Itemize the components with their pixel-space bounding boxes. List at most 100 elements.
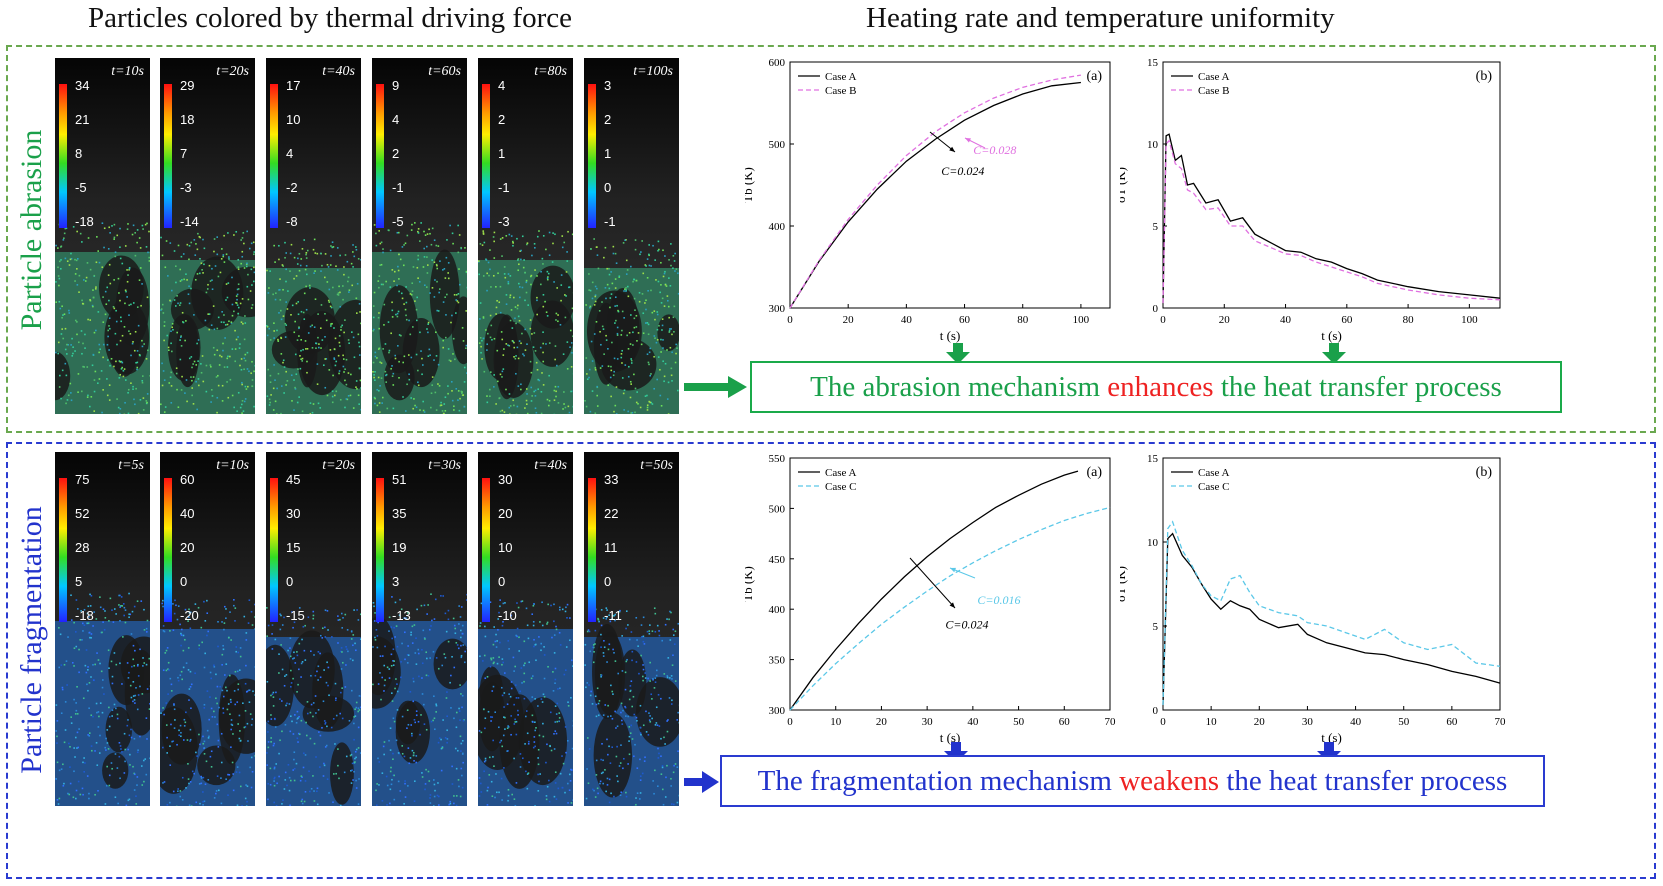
abrasion-conclusion-highlight: enhances [1107, 371, 1214, 403]
colorbar [376, 84, 384, 228]
y-tick-label: 300 [769, 705, 786, 717]
colorbar [482, 84, 490, 228]
colorbar-tick: 11 [604, 540, 618, 555]
colorbar-tick: 30 [498, 472, 513, 487]
particle-field [584, 607, 679, 806]
y-tick-label: 10 [1147, 537, 1159, 549]
colorbar-tick: -3 [498, 214, 510, 229]
time-label: t=20s [216, 64, 249, 79]
colorbar-tick: 4 [286, 146, 294, 161]
annotation-arrowhead [950, 567, 956, 573]
colorbar-tick: 40 [180, 506, 195, 521]
colorbar-tick: 45 [286, 472, 301, 487]
series-line [1162, 520, 1501, 706]
sim-panel: 4 2 1 -1 -3 t=80s [478, 58, 573, 414]
x-tick-label: 30 [1302, 716, 1314, 728]
x-tick-label: 40 [1350, 716, 1362, 728]
x-tick-label: 30 [922, 716, 934, 728]
x-axis-label: t (s) [1321, 328, 1342, 343]
colorbar [588, 84, 596, 228]
arrow-down-a1 [946, 343, 970, 364]
x-tick-label: 70 [1495, 716, 1507, 728]
series-line [789, 506, 1111, 711]
time-label: t=10s [111, 64, 144, 79]
colorbar-tick: 2 [392, 146, 400, 161]
annotation: C=0.016 [977, 593, 1020, 607]
legend-entry: Case A [825, 467, 857, 479]
colorbar [59, 84, 67, 228]
fragmentation-conclusion: The fragmentation mechanism weakens the … [720, 755, 1545, 807]
y-tick-label: 400 [769, 221, 786, 233]
colorbar [376, 478, 384, 622]
colorbar-tick: -1 [392, 180, 404, 195]
y-axis-label: Tb (K) [745, 167, 755, 203]
colorbar-tick: 30 [286, 506, 301, 521]
time-label: t=60s [428, 64, 461, 79]
x-tick-label: 100 [1073, 314, 1090, 326]
abrasion-conclusion-after: the heat transfer process [1213, 371, 1502, 403]
series-line [1162, 133, 1501, 304]
x-tick-label: 20 [876, 716, 888, 728]
colorbar-tick: 22 [604, 506, 619, 521]
colorbar-tick: 5 [75, 574, 83, 589]
y-tick-label: 500 [769, 503, 786, 515]
chart-fragmentation-uniformity: 0 10 20 30 40 50 60 70 0 5 10 15 t (s) σT (K) (b) Case … [1120, 453, 1507, 745]
colorbar [270, 84, 278, 228]
x-tick-label: 0 [787, 716, 793, 728]
fragmentation-conclusion-before: The fragmentation mechanism [757, 765, 1120, 797]
left-header: Particles colored by thermal driving for… [88, 2, 572, 34]
colorbar-tick: 3 [604, 78, 612, 93]
colorbar-tick: -1 [498, 180, 510, 195]
colorbar-tick: -8 [286, 214, 298, 229]
x-tick-label: 50 [1398, 716, 1410, 728]
y-tick-label: 5 [1153, 221, 1159, 233]
colorbar-tick: -13 [392, 608, 411, 623]
abrasion-conclusion: The abrasion mechanism enhances the heat… [750, 361, 1562, 413]
colorbar-tick: 52 [75, 506, 90, 521]
colorbar-tick: 20 [180, 540, 195, 555]
abrasion-section [6, 45, 1656, 433]
plot-frame [1162, 61, 1501, 309]
x-tick-label: 50 [1013, 716, 1025, 728]
sim-panel: 34 21 8 -5 -18 t=10s [55, 58, 150, 414]
legend-entry: Case A [1198, 71, 1230, 83]
colorbar [588, 478, 596, 622]
x-tick-label: 70 [1105, 716, 1117, 728]
colorbar-tick: -14 [180, 214, 199, 229]
colorbar [164, 84, 172, 228]
x-tick-label: 10 [1206, 716, 1218, 728]
x-tick-label: 40 [967, 716, 979, 728]
fragmentation-section [6, 442, 1656, 879]
y-tick-label: 15 [1147, 57, 1159, 69]
chart-fragmentation-temperature: 0 10 20 30 40 50 60 70 300 350 400 450 500 550 t (s) Tb… [745, 453, 1117, 745]
series-line [789, 81, 1081, 309]
chart-abrasion-uniformity: 0 20 40 60 80 100 0 5 10 15 t (s) σT (K) (b) Case A Ca… [1120, 57, 1501, 343]
y-tick-label: 400 [769, 604, 786, 616]
colorbar-tick: 20 [498, 506, 513, 521]
fragmentation-conclusion-after: the heat transfer process [1219, 765, 1508, 797]
panel-label: (a) [1086, 69, 1102, 84]
y-tick-label: 350 [769, 655, 786, 667]
colorbar-tick: 33 [604, 472, 619, 487]
sim-panel: 30 20 10 0 -10 t=40s [478, 452, 573, 806]
colorbar-tick: 9 [392, 78, 400, 93]
x-tick-label: 10 [830, 716, 842, 728]
y-axis-label: σT (K) [1120, 167, 1128, 203]
y-tick-label: 300 [769, 303, 786, 315]
annotation: C=0.024 [945, 617, 988, 631]
x-tick-label: 0 [1160, 716, 1166, 728]
series-line [789, 74, 1082, 309]
panel-label: (a) [1086, 465, 1102, 480]
y-axis-label: Tb (K) [745, 566, 755, 602]
arrow-down-b2 [1317, 742, 1341, 763]
series-line [1162, 532, 1501, 706]
series-line [789, 470, 1079, 711]
x-tick-label: 0 [1160, 314, 1166, 326]
x-tick-label: 20 [843, 314, 855, 326]
arrow-down-b1 [944, 742, 968, 763]
time-label: t=50s [640, 458, 673, 473]
colorbar-tick: 10 [498, 540, 513, 555]
colorbar-tick: 3 [392, 574, 400, 589]
right-header: Heating rate and temperature uniformity [866, 2, 1335, 34]
colorbar-tick: -3 [180, 180, 192, 195]
